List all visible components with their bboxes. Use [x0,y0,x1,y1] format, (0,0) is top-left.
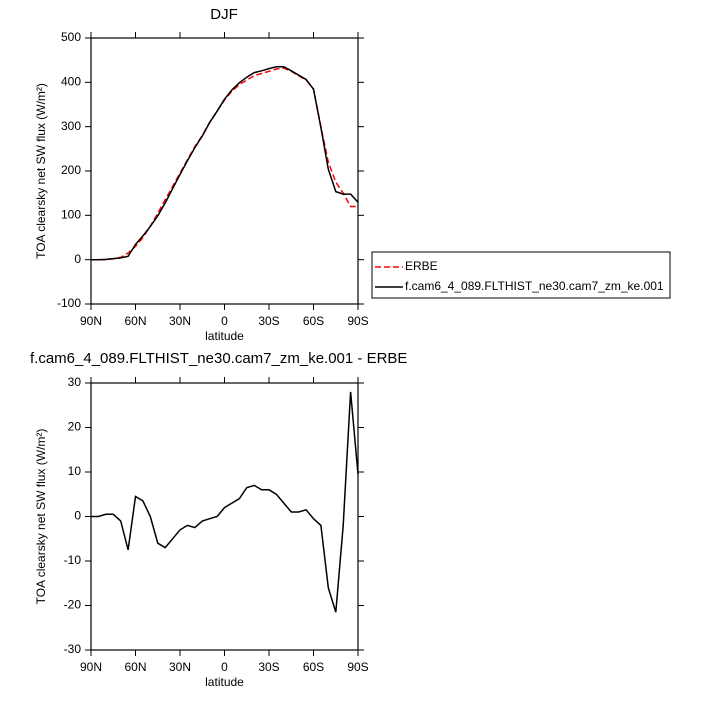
plot-frame [90,382,359,651]
y-tick-label: 0 [74,509,81,523]
y-tick-label: 20 [68,420,82,434]
x-tick-label: 90S [347,314,368,328]
legend-box [371,251,671,299]
legend-label: ERBE [405,259,438,273]
y-tick-label: 400 [61,75,81,89]
x-tick-label: 0 [221,660,228,674]
y-tick-label: 100 [61,208,81,222]
y-tick-label: -20 [64,598,82,612]
x-tick-label: 60N [124,314,146,328]
x-tick-label: 30N [169,660,191,674]
x-tick-label: 60S [303,314,324,328]
x-tick-label: 30N [169,314,191,328]
y-tick-label: 200 [61,163,81,177]
x-tick-label: 90N [80,314,102,328]
y-tick-label: 500 [61,30,81,44]
y-tick-label: 10 [68,464,82,478]
x-tick-label: 0 [221,314,228,328]
data-line [91,66,359,261]
y-tick-label: -30 [64,642,82,656]
legend-label: f.cam6_4_089.FLTHIST_ne30.cam7_zm_ke.001 [405,279,664,293]
x-axis-label: latitude [205,329,244,343]
y-tick-label: 300 [61,119,81,133]
x-tick-label: 60S [303,660,324,674]
plot-frame [90,37,359,305]
x-tick-label: 90S [347,660,368,674]
chart-title: DJF [210,6,238,23]
y-tick-label: -10 [64,553,82,567]
data-line [91,67,358,261]
data-line [91,391,359,613]
y-tick-label: -100 [57,296,81,310]
x-tick-label: 90N [80,660,102,674]
x-axis-label: latitude [205,675,244,689]
x-tick-label: 30S [258,660,279,674]
y-axis-label: TOA clearsky net SW flux (W/m²) [34,83,48,259]
x-tick-label: 30S [258,314,279,328]
y-axis-label: TOA clearsky net SW flux (W/m²) [34,429,48,605]
y-tick-label: 30 [68,375,82,389]
y-tick-label: 0 [74,252,81,266]
chart-title: f.cam6_4_089.FLTHIST_ne30.cam7_zm_ke.001… [30,350,407,367]
x-tick-label: 60N [124,660,146,674]
